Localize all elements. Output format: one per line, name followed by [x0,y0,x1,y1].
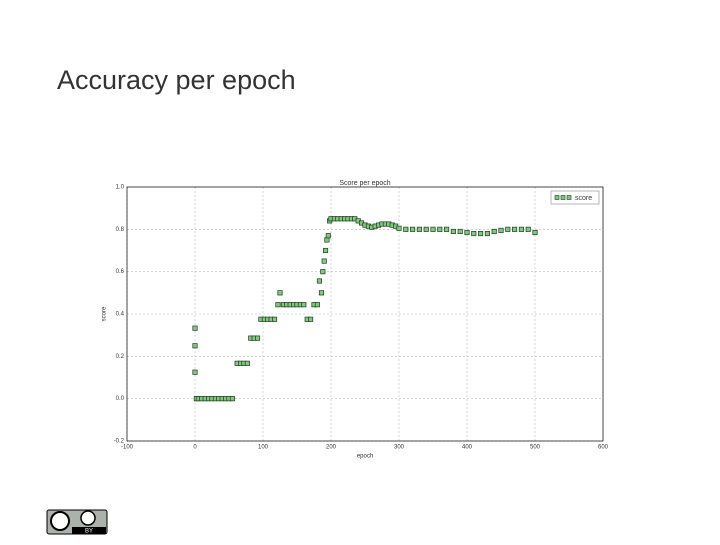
point [192,369,198,375]
x-tick-label: 0 [193,445,197,451]
point [484,231,490,237]
point [410,226,416,232]
plot-frame [126,186,604,442]
point [478,231,484,237]
point [498,227,504,233]
point [277,290,283,296]
plot: -0.2 0.0 0.2 0.4 0.6 0.8 1.0 -100 0 100 200 300 400 5… [114,185,609,451]
x-tick-label: 400 [462,445,473,451]
point [512,226,518,232]
point [244,360,250,366]
point [314,302,320,308]
point [324,237,330,243]
legend-frame [550,190,600,205]
point [471,231,477,237]
y-tick-label: 0.6 [116,269,125,275]
point [450,228,456,235]
point [518,226,524,232]
point [464,229,470,236]
point [323,247,329,254]
legend-label: score [575,195,592,202]
chart-background [110,178,613,468]
point [416,226,422,232]
point [318,290,325,296]
x-tick-label: 500 [530,445,541,451]
y-tick-label: 0.4 [116,312,125,318]
badge-strip [72,527,106,534]
point [192,343,198,349]
x-tick-label: -100 [121,445,134,451]
point [525,226,531,232]
chart-title: Score per epoch [339,180,390,187]
y-axis-label: score [102,306,108,321]
badge-label: BY [85,529,93,535]
point [457,228,463,235]
point [403,226,409,232]
y-tick-label: 0.8 [116,227,125,233]
x-tick-label: 100 [258,445,269,451]
point [275,302,281,308]
point [532,229,538,236]
point [491,228,497,235]
point [423,226,429,232]
point [444,226,450,232]
legend-swatch [554,195,560,200]
by-icon [80,510,96,526]
point [255,335,261,341]
point [272,316,278,322]
legend-swatch [560,195,566,200]
point [301,302,307,308]
y-tick-label: 0.0 [116,396,125,402]
x-axis-label: epoch [357,454,373,460]
point [320,269,326,275]
x-tick-label: 200 [326,445,337,451]
point [321,258,327,264]
point [437,226,443,232]
license-badge: BY [46,509,108,535]
x-tick-label: 300 [394,445,405,451]
point [316,278,322,284]
point [229,396,235,402]
slide-title: Accuracy per epoch [57,65,296,95]
cc-icon [50,511,70,531]
x-tick-label: 600 [598,445,609,451]
point [396,225,402,231]
y-tick-label: 1.0 [116,185,125,191]
point [308,316,314,322]
legend-swatch [566,195,572,200]
point [325,233,331,239]
y-tick-label: 0.2 [116,354,125,360]
y-tick-label: -0.2 [114,439,125,445]
point [505,226,511,232]
point [430,226,436,232]
point [192,325,198,331]
